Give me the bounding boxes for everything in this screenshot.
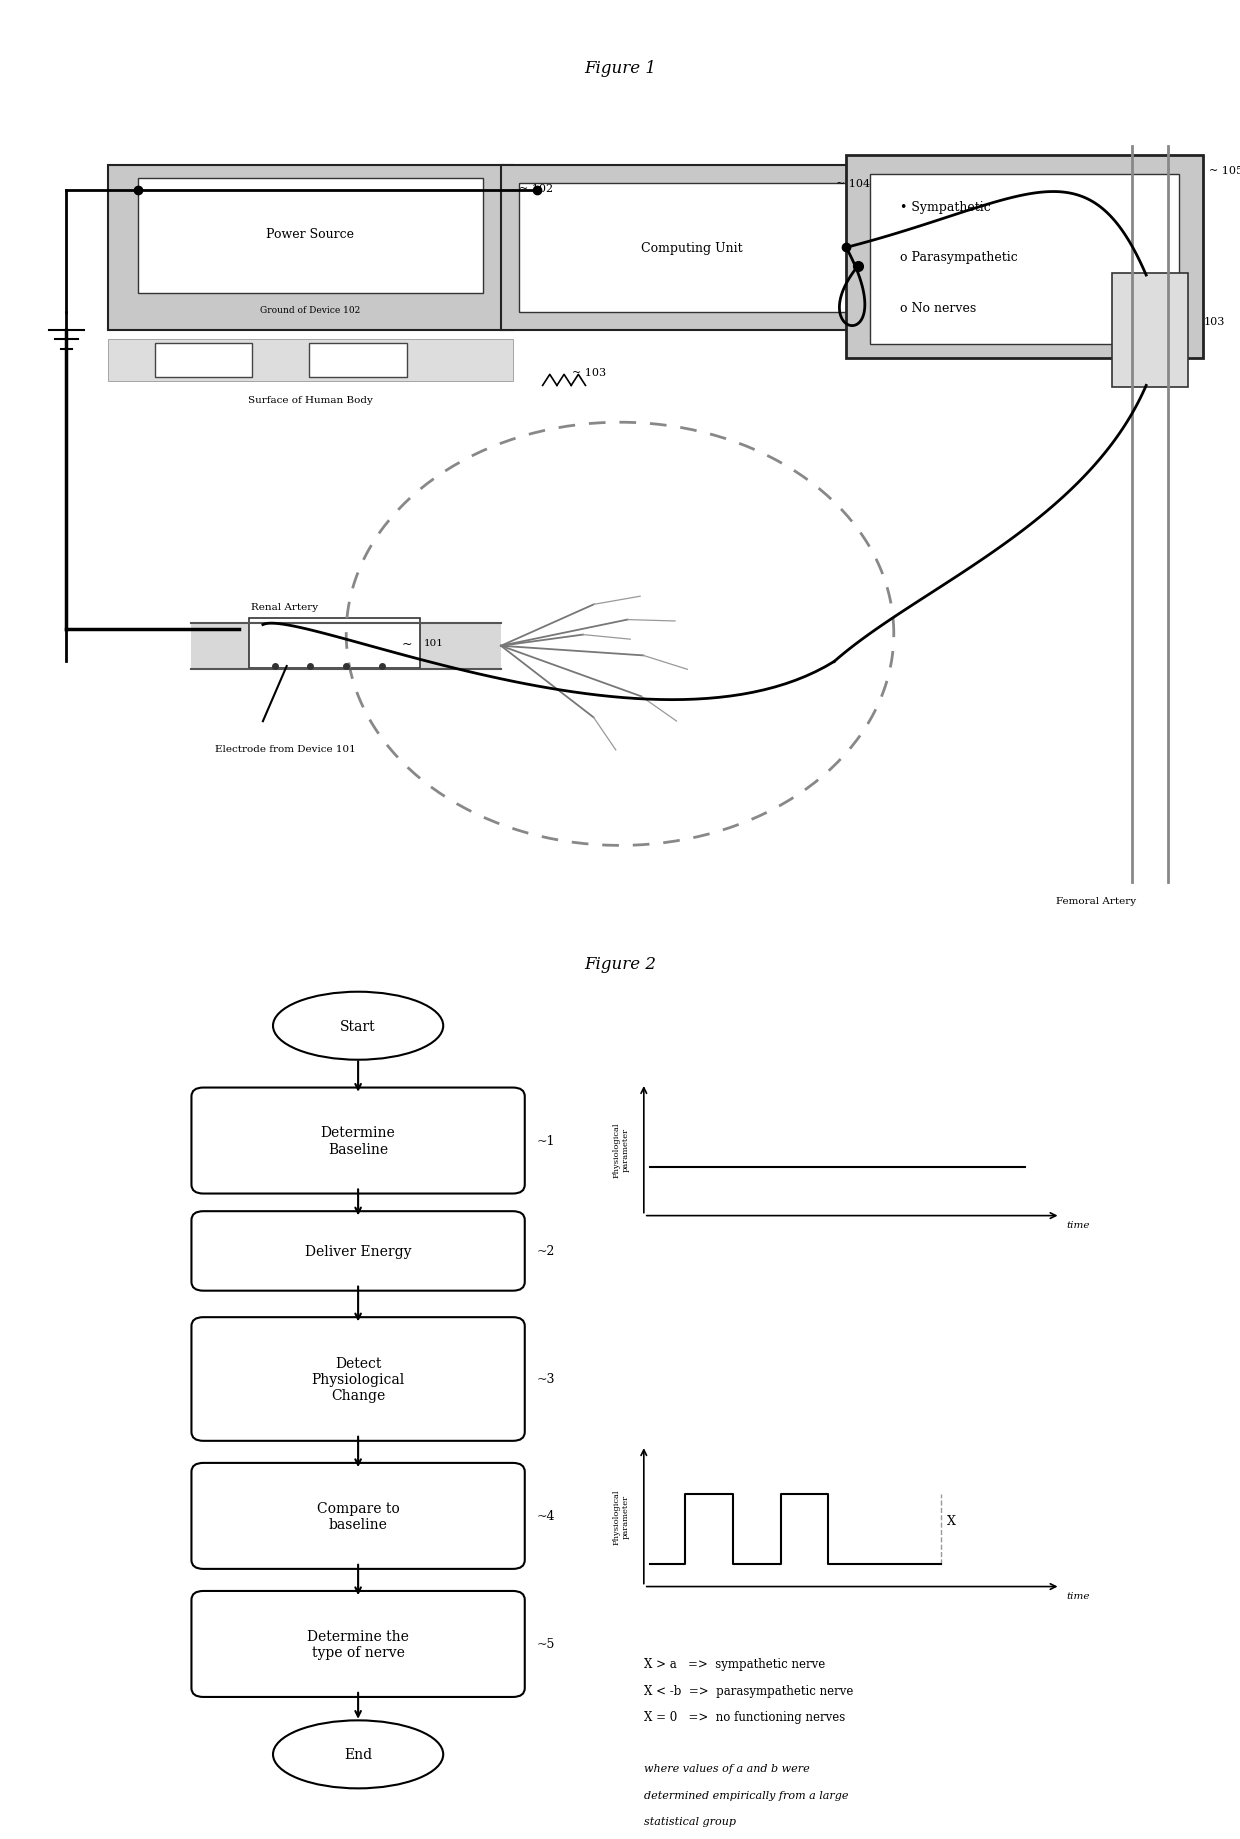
FancyBboxPatch shape	[191, 1464, 525, 1569]
FancyBboxPatch shape	[248, 618, 420, 668]
Text: X: X	[947, 1513, 956, 1526]
FancyBboxPatch shape	[191, 1089, 525, 1194]
Text: ~: ~	[402, 636, 412, 651]
Text: X > a   =>  sympathetic nerve: X > a => sympathetic nerve	[644, 1657, 825, 1670]
Text: End: End	[343, 1747, 372, 1762]
Text: Determine the
type of nerve: Determine the type of nerve	[308, 1629, 409, 1659]
FancyBboxPatch shape	[191, 1212, 525, 1291]
Text: o No nerves: o No nerves	[900, 302, 976, 314]
FancyBboxPatch shape	[191, 1317, 525, 1442]
Text: Figure 2: Figure 2	[584, 956, 656, 973]
Text: X = 0   =>  no functioning nerves: X = 0 => no functioning nerves	[644, 1710, 844, 1723]
Text: Electrode from Device 101: Electrode from Device 101	[216, 745, 356, 754]
Text: ~3: ~3	[537, 1372, 556, 1387]
Text: Surface of Human Body: Surface of Human Body	[248, 395, 373, 405]
Text: Renal Artery: Renal Artery	[250, 603, 319, 611]
Text: time: time	[1066, 1591, 1090, 1600]
Text: Start: Start	[340, 1019, 376, 1034]
Text: Determine
Baseline: Determine Baseline	[321, 1125, 396, 1157]
FancyBboxPatch shape	[108, 166, 513, 331]
FancyBboxPatch shape	[501, 166, 882, 331]
Ellipse shape	[273, 1721, 443, 1788]
FancyBboxPatch shape	[108, 340, 513, 381]
Text: ~ 104: ~ 104	[836, 178, 870, 189]
Text: where values of a and b were: where values of a and b were	[644, 1764, 810, 1773]
Text: Ground of Device 102: Ground of Device 102	[260, 307, 361, 314]
Text: 101: 101	[424, 640, 444, 647]
FancyBboxPatch shape	[1111, 274, 1188, 388]
Text: ~5: ~5	[537, 1637, 556, 1651]
Text: time: time	[1066, 1221, 1090, 1228]
Text: Figure 1: Figure 1	[584, 59, 656, 77]
FancyBboxPatch shape	[155, 344, 252, 379]
Text: ~ 102: ~ 102	[518, 184, 553, 193]
FancyBboxPatch shape	[846, 156, 1203, 359]
Text: X < -b  =>  parasympathetic nerve: X < -b => parasympathetic nerve	[644, 1685, 853, 1697]
Text: ~2: ~2	[537, 1245, 556, 1258]
Text: o Parasympathetic: o Parasympathetic	[900, 250, 1018, 265]
Text: Compare to
baseline: Compare to baseline	[316, 1501, 399, 1532]
Text: Physiological
parameter: Physiological parameter	[613, 1488, 630, 1545]
Text: determined empirically from a large: determined empirically from a large	[644, 1789, 848, 1800]
FancyBboxPatch shape	[191, 623, 501, 669]
Text: Power Source: Power Source	[267, 228, 355, 241]
Ellipse shape	[273, 993, 443, 1059]
Text: Detect
Physiological
Change: Detect Physiological Change	[311, 1355, 404, 1403]
Text: statistical group: statistical group	[644, 1817, 735, 1826]
Text: ~ 103: ~ 103	[573, 368, 606, 377]
Text: ~1: ~1	[537, 1135, 556, 1148]
Text: 103: 103	[1203, 316, 1225, 327]
Text: Computing Unit: Computing Unit	[641, 241, 743, 256]
Text: • Sympathetic: • Sympathetic	[900, 200, 991, 213]
Text: Femoral Artery: Femoral Artery	[1056, 897, 1136, 905]
Text: Physiological
parameter: Physiological parameter	[613, 1122, 630, 1177]
FancyBboxPatch shape	[191, 1591, 525, 1697]
FancyBboxPatch shape	[870, 175, 1179, 344]
Text: Deliver Energy: Deliver Energy	[305, 1245, 412, 1258]
FancyBboxPatch shape	[138, 178, 484, 294]
Text: ~4: ~4	[537, 1510, 556, 1523]
Text: ~ 105: ~ 105	[1209, 166, 1240, 175]
FancyBboxPatch shape	[518, 184, 864, 313]
FancyBboxPatch shape	[309, 344, 407, 379]
